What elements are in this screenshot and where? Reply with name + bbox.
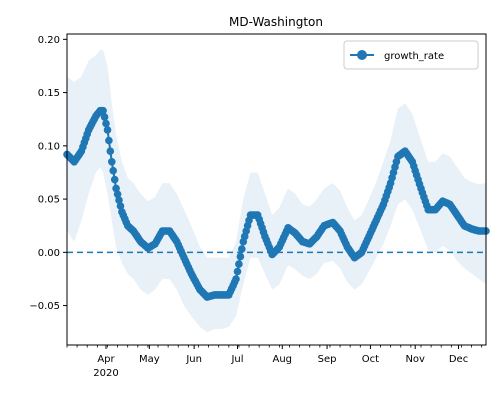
data-point <box>105 136 113 145</box>
axes: −0.05 0.00 0.05 0.10 0.15 0.20 Apr May Jun Jul Aug… <box>29 33 487 379</box>
y-tick-label: 0.05 <box>38 195 60 206</box>
data-point <box>232 275 240 283</box>
data-point <box>236 252 245 261</box>
legend-label: growth_rate <box>384 51 444 62</box>
x-year-label: 2020 <box>93 368 118 379</box>
y-tick-label: 0.20 <box>38 35 60 46</box>
data-point <box>103 126 112 134</box>
x-tick-label: Nov <box>405 354 425 365</box>
x-tick-label: Oct <box>362 354 379 365</box>
x-tick-label: Jun <box>185 354 202 365</box>
x-tick-label: Jul <box>230 354 243 365</box>
data-point <box>115 196 123 204</box>
y-tick-label: 0.15 <box>38 88 60 99</box>
legend-box <box>343 40 479 70</box>
data-point <box>110 175 119 184</box>
x-tick-label: May <box>139 354 160 365</box>
legend: growth_rate <box>343 40 479 70</box>
plot-area <box>63 50 490 333</box>
data-point <box>102 119 110 128</box>
x-tick-label: Apr <box>97 354 115 365</box>
legend-marker-swatch <box>357 50 367 60</box>
data-point <box>238 245 246 253</box>
y-tick-label: 0.00 <box>38 248 60 259</box>
plot-frame <box>66 33 487 346</box>
x-tick-label: Aug <box>273 354 293 365</box>
data-point <box>109 166 117 175</box>
data-point <box>116 202 125 210</box>
data-point <box>235 260 243 268</box>
data-point <box>113 190 122 199</box>
data-point <box>108 158 116 166</box>
y-tick-label: 0.10 <box>38 141 60 152</box>
y-tick-label: −0.05 <box>29 301 60 312</box>
x-tick-label: Dec <box>449 354 468 365</box>
confidence-band <box>67 50 486 333</box>
data-point <box>233 267 242 276</box>
x-tick-label: Sep <box>318 354 337 365</box>
data-point <box>112 184 120 193</box>
data-point <box>99 106 107 115</box>
data-point <box>100 113 109 121</box>
data-point <box>106 147 115 155</box>
chart-title: MD-Washington <box>229 15 323 29</box>
